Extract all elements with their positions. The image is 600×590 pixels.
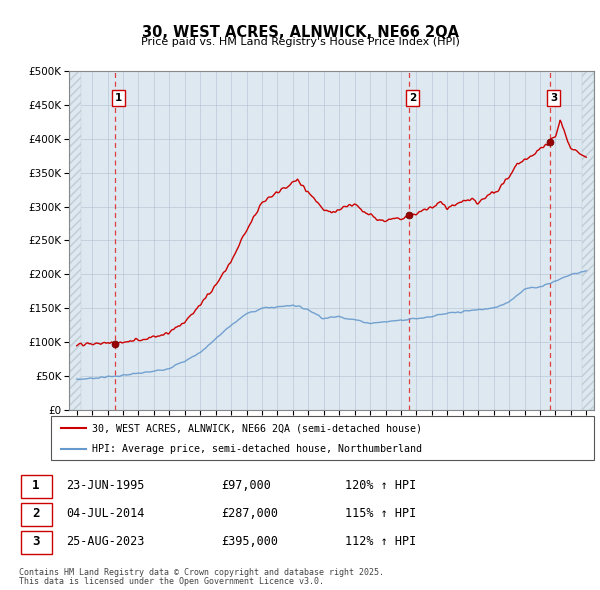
Text: 04-JUL-2014: 04-JUL-2014	[66, 507, 145, 520]
Text: HPI: Average price, semi-detached house, Northumberland: HPI: Average price, semi-detached house,…	[92, 444, 422, 454]
Text: 30, WEST ACRES, ALNWICK, NE66 2QA: 30, WEST ACRES, ALNWICK, NE66 2QA	[142, 25, 458, 40]
Text: 23-JUN-1995: 23-JUN-1995	[66, 480, 145, 493]
FancyBboxPatch shape	[21, 532, 52, 554]
Text: 120% ↑ HPI: 120% ↑ HPI	[345, 480, 416, 493]
FancyBboxPatch shape	[21, 476, 52, 498]
Text: 112% ↑ HPI: 112% ↑ HPI	[345, 535, 416, 548]
FancyBboxPatch shape	[21, 503, 52, 526]
Text: 3: 3	[550, 93, 557, 103]
Text: 25-AUG-2023: 25-AUG-2023	[66, 535, 145, 548]
Text: 3: 3	[32, 535, 40, 548]
Text: £395,000: £395,000	[221, 535, 278, 548]
Text: £97,000: £97,000	[221, 480, 271, 493]
Text: 30, WEST ACRES, ALNWICK, NE66 2QA (semi-detached house): 30, WEST ACRES, ALNWICK, NE66 2QA (semi-…	[92, 424, 422, 433]
Text: Price paid vs. HM Land Registry's House Price Index (HPI): Price paid vs. HM Land Registry's House …	[140, 37, 460, 47]
Text: Contains HM Land Registry data © Crown copyright and database right 2025.: Contains HM Land Registry data © Crown c…	[19, 568, 384, 576]
Text: 115% ↑ HPI: 115% ↑ HPI	[345, 507, 416, 520]
Text: 1: 1	[115, 93, 122, 103]
Text: 2: 2	[409, 93, 416, 103]
Text: This data is licensed under the Open Government Licence v3.0.: This data is licensed under the Open Gov…	[19, 577, 324, 586]
Text: 1: 1	[32, 480, 40, 493]
Text: 2: 2	[32, 507, 40, 520]
Text: £287,000: £287,000	[221, 507, 278, 520]
